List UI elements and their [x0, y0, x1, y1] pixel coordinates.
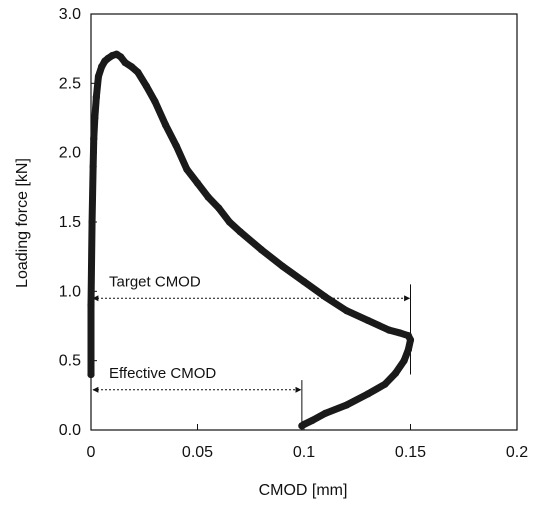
- y-tick-label: 2.0: [59, 145, 81, 162]
- data-point: [236, 228, 244, 236]
- x-axis-title: CMOD [mm]: [259, 482, 348, 499]
- data-point: [343, 401, 351, 409]
- data-point: [391, 369, 400, 377]
- data-point: [87, 301, 95, 309]
- y-tick-label: 1.0: [59, 283, 81, 300]
- data-point: [225, 218, 234, 226]
- data-point: [183, 165, 191, 173]
- data-point: [321, 409, 329, 417]
- y-tick-label: 3.0: [59, 6, 81, 23]
- data-point: [87, 370, 95, 379]
- data-point: [161, 121, 170, 129]
- data-point: [89, 162, 97, 171]
- data-point: [91, 114, 99, 122]
- y-axis-title: Loading force [kN]: [14, 158, 31, 288]
- x-tick-label: 0.15: [395, 444, 426, 461]
- data-point: [385, 326, 393, 334]
- y-tick-label: 0.5: [59, 353, 81, 370]
- data-point: [88, 218, 96, 226]
- data-point: [321, 293, 329, 301]
- data-point: [364, 390, 372, 398]
- data-point: [215, 204, 223, 212]
- y-tick-label: 2.5: [59, 75, 81, 92]
- y-tick-label: 0.0: [59, 422, 81, 439]
- x-tick-label: 0.05: [182, 444, 213, 461]
- data-point: [92, 93, 100, 101]
- data-point: [300, 278, 308, 286]
- x-tick-label: 0.1: [293, 444, 315, 461]
- annotation-label: Target CMOD: [109, 273, 201, 290]
- data-point: [193, 179, 202, 187]
- data-point: [364, 316, 372, 325]
- data-point: [127, 63, 136, 71]
- data-point: [172, 142, 180, 150]
- data-point: [396, 329, 404, 337]
- annotation-label: Effective CMOD: [109, 365, 216, 382]
- data-point: [98, 63, 106, 71]
- x-tick-label: 0: [87, 444, 96, 461]
- y-tick-label: 1.5: [59, 214, 81, 231]
- data-point: [404, 345, 412, 354]
- data-point: [279, 262, 287, 270]
- data-point: [381, 380, 389, 388]
- data-point: [94, 72, 103, 80]
- data-point: [400, 357, 408, 365]
- data-point: [151, 97, 159, 105]
- data-point: [343, 307, 351, 315]
- data-point: [406, 336, 415, 344]
- data-point: [90, 135, 98, 143]
- data-point: [121, 58, 129, 67]
- data-point: [142, 82, 150, 90]
- data-point: [298, 422, 306, 430]
- data-point: [257, 246, 265, 254]
- x-tick-label: 0.2: [506, 444, 528, 461]
- data-point: [308, 416, 317, 424]
- data-point: [117, 53, 125, 61]
- data-point: [134, 68, 142, 76]
- data-point: [204, 193, 212, 201]
